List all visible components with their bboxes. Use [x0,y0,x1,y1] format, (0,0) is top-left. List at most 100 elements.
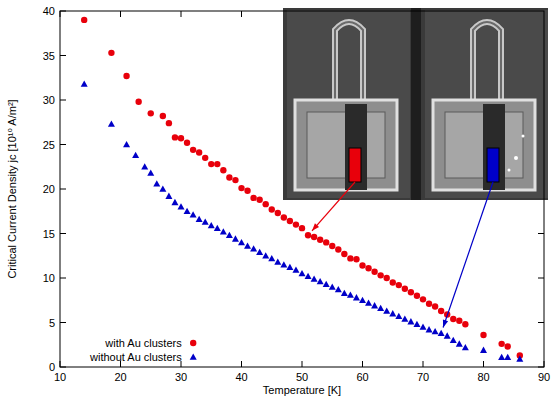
y-tick [60,278,66,279]
data-point [311,234,317,240]
data-point [280,261,287,267]
data-point [244,188,250,194]
data-point [396,282,402,288]
data-point [432,328,439,334]
data-point [480,347,487,353]
data-point [420,323,427,329]
data-point [365,265,371,271]
data-point [353,294,360,300]
data-point [438,308,444,314]
data-point [480,332,486,338]
data-point [184,208,191,214]
x-tick-label: 50 [296,371,308,383]
data-point [190,147,196,153]
legend: with Au clusterswithout Au clusters [89,337,197,363]
data-point [456,340,463,346]
data-point [81,80,88,86]
x-tick [423,361,424,367]
data-point [232,235,239,241]
y-tick [60,100,66,101]
data-point [359,262,365,268]
data-point [377,305,384,311]
data-point [407,318,414,324]
data-point [420,296,426,302]
data-point [299,225,305,231]
data-point [238,185,244,191]
inset-channel [345,104,367,190]
data-point [262,252,269,258]
data-point [377,272,383,278]
data-point [292,266,299,272]
plot-area [81,17,524,362]
data-point [159,186,166,192]
y-tick [60,189,66,190]
arrow-head [443,320,448,328]
x-tick-label: 90 [538,371,550,383]
data-point [172,134,178,140]
data-point [365,299,372,305]
data-point [256,196,262,202]
data-point [456,318,462,324]
data-point [426,326,433,332]
data-point [208,222,215,228]
data-point [353,256,359,262]
data-point [413,321,420,327]
data-point [311,275,318,281]
data-point [123,73,129,79]
x-tick-label: 80 [477,371,489,383]
data-point [250,195,256,201]
data-point [220,228,227,234]
x-tick [483,361,484,367]
x-tick-label: 30 [175,371,187,383]
data-point [505,343,511,349]
arrow-head [312,223,319,230]
data-point [335,286,342,292]
x-tick [181,11,182,17]
inset-cluster [522,135,525,138]
data-point [323,281,330,287]
y-axis-title: Critical Current Density jc [10¹⁰ A/m²] [6,99,18,278]
data-point [329,283,336,289]
inset-bg [283,8,548,200]
data-point [232,177,238,183]
x-tick-label: 40 [235,371,247,383]
data-point [287,218,293,224]
y-tick [538,322,544,323]
data-point [305,232,311,238]
data-point [141,163,148,169]
y-tick [60,233,66,234]
x-tick [120,11,121,17]
data-point [389,310,396,316]
y-tick-label: 10 [43,272,55,284]
data-point [335,246,341,252]
data-point [153,180,160,186]
data-point [323,239,329,245]
data-point [269,206,275,212]
data-point [196,149,202,155]
x-axis-title: Temperature [K] [263,384,341,396]
data-point [281,214,287,220]
data-point [395,313,402,319]
data-point [166,120,172,126]
data-point [108,121,115,127]
data-point [123,141,130,147]
data-point [214,161,220,167]
data-point [498,354,505,360]
data-point [147,169,154,175]
inset-pad [295,100,397,190]
data-point [202,218,209,224]
y-tick-label: 15 [43,228,55,240]
data-point [341,251,347,257]
series [81,80,524,361]
data-point [256,249,263,255]
data-point [263,201,269,207]
data-point [132,152,139,158]
data-point [275,210,281,216]
x-tick-label: 60 [356,371,368,383]
y-tick [538,233,544,234]
data-point [299,270,306,276]
data-point [250,245,257,251]
data-point [214,225,221,231]
legend-marker [190,354,197,360]
inset-photo [283,8,548,200]
